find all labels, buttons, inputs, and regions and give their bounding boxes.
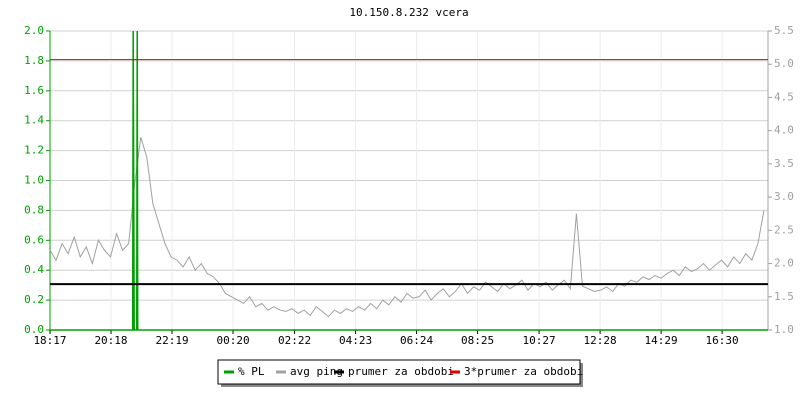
x-tick-label: 04:23 — [339, 334, 372, 347]
series-line — [50, 30, 768, 331]
y-tick-label: 0.8 — [24, 203, 44, 216]
y-tick-label: 2.0 — [24, 24, 44, 37]
y2-tick-label: 4.5 — [774, 90, 794, 103]
x-tick-label: 16:30 — [706, 334, 739, 347]
y2-tick-label: 4.0 — [774, 124, 794, 137]
y2-tick-label: 2.5 — [774, 223, 794, 236]
legend-label: 3*prumer za obdobi — [464, 365, 583, 378]
y-tick-label: 1.6 — [24, 84, 44, 97]
chart-title: 10.150.8.232 vcera — [349, 6, 468, 19]
x-tick-label: 10:27 — [523, 334, 556, 347]
y2-tick-label: 5.5 — [774, 24, 794, 37]
legend-label: % PL — [238, 365, 265, 378]
y-tick-label: 1.4 — [24, 114, 44, 127]
y-tick-label: 1.8 — [24, 54, 44, 67]
x-tick-label: 20:18 — [94, 334, 127, 347]
y2-tick-label: 1.0 — [774, 323, 794, 336]
x-tick-label: 08:25 — [461, 334, 494, 347]
y2-tick-label: 3.0 — [774, 190, 794, 203]
series-line — [49, 137, 765, 318]
y-tick-label: 1.0 — [24, 174, 44, 187]
legend-label: avg ping — [290, 365, 343, 378]
x-tick-label: 00:20 — [216, 334, 249, 347]
x-tick-label: 18:17 — [33, 334, 66, 347]
y-tick-label: 1.2 — [24, 144, 44, 157]
y-tick-label: 0.6 — [24, 233, 44, 246]
x-tick-label: 02:22 — [278, 334, 311, 347]
y2-tick-label: 5.0 — [774, 57, 794, 70]
y2-tick-label: 1.5 — [774, 290, 794, 303]
x-tick-label: 14:29 — [645, 334, 678, 347]
legend-label: prumer za obdobi — [348, 365, 454, 378]
x-tick-label: 12:28 — [584, 334, 617, 347]
x-tick-label: 22:19 — [155, 334, 188, 347]
y2-tick-label: 3.5 — [774, 157, 794, 170]
x-tick-label: 06:24 — [400, 334, 433, 347]
y2-tick-label: 2.0 — [774, 257, 794, 270]
y-tick-label: 0.2 — [24, 293, 44, 306]
y-tick-label: 0.0 — [24, 323, 44, 336]
y-tick-label: 0.4 — [24, 263, 44, 276]
